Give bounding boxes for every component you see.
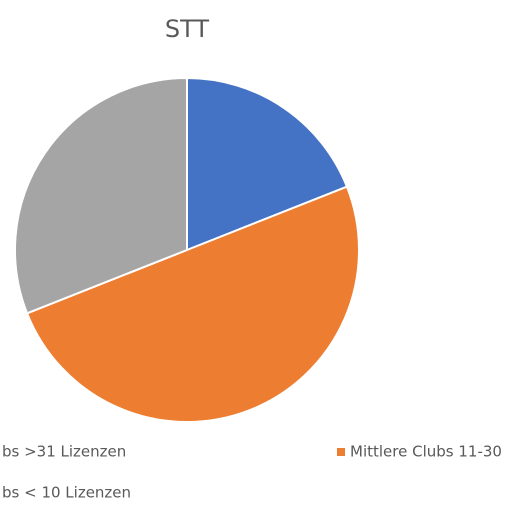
chart-title: STT bbox=[165, 15, 209, 43]
legend-label: Mittlere Clubs 11-30 Lizenzen bbox=[350, 443, 508, 461]
pie-slice bbox=[186, 76, 349, 252]
legend-label: bs >31 Lizenzen bbox=[2, 443, 126, 461]
pie-slice bbox=[25, 185, 360, 423]
pie-slice bbox=[14, 76, 188, 315]
legend-marker bbox=[337, 448, 345, 456]
legend-label: bs < 10 Lizenzen bbox=[2, 484, 131, 502]
